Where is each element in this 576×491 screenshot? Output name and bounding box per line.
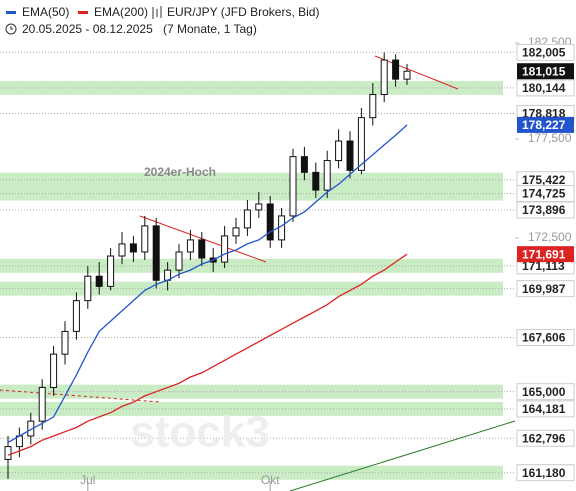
level-band xyxy=(0,80,503,95)
level-label-box xyxy=(516,43,575,61)
candle-body xyxy=(141,225,149,253)
x-tick-label: Jul xyxy=(80,473,95,487)
candle-body xyxy=(38,386,46,422)
candle-body xyxy=(152,225,160,281)
ema-line xyxy=(7,124,408,443)
level-label-box xyxy=(516,79,575,97)
candle-body xyxy=(266,203,274,241)
ema-line xyxy=(7,253,408,456)
candle-body xyxy=(198,239,206,259)
level-band xyxy=(0,172,503,187)
instrument: EUR/JPY (JFD Brokers, Bid) xyxy=(167,5,319,19)
y-tick-label: 172,500 xyxy=(528,230,572,244)
level-label-box xyxy=(516,429,575,447)
ema-label: 171,691 xyxy=(522,247,566,261)
candle-body xyxy=(72,300,80,332)
level-label: 173,896 xyxy=(522,203,566,217)
level-label-box xyxy=(516,201,575,219)
level-band xyxy=(0,186,503,201)
watermark: stock3 xyxy=(130,408,269,457)
level-label: 165,000 xyxy=(522,385,566,399)
ema-label: 178,227 xyxy=(522,118,566,132)
candle-body xyxy=(323,160,331,191)
trendline xyxy=(374,55,459,90)
candle-body xyxy=(335,140,343,162)
candle-body xyxy=(312,171,320,191)
level-label-box xyxy=(516,328,575,346)
level-label: 167,606 xyxy=(522,331,566,345)
candle-body xyxy=(84,275,92,302)
candle-body xyxy=(403,70,411,80)
price-label-box xyxy=(517,63,574,80)
candle-body xyxy=(243,209,251,229)
candle-body xyxy=(129,243,137,253)
ema-label-box xyxy=(517,116,574,133)
level-label: 175,422 xyxy=(522,173,566,187)
level-label-box xyxy=(516,383,575,401)
trendline xyxy=(139,215,267,263)
clock-icon xyxy=(10,26,13,30)
candle-body xyxy=(107,255,115,287)
level-label-box xyxy=(516,464,575,482)
level-band xyxy=(0,258,503,273)
candle-body xyxy=(357,117,365,171)
level-label: 174,725 xyxy=(522,187,566,201)
candle-body xyxy=(118,243,126,257)
x-tick-label: Okt xyxy=(261,473,280,487)
legend-swatch xyxy=(6,11,16,14)
level-band xyxy=(0,281,503,296)
level-label: 169,987 xyxy=(522,282,566,296)
candle-icon xyxy=(152,6,162,19)
candle-body xyxy=(175,251,183,271)
period: (7 Monate, 1 Tag) xyxy=(163,22,257,36)
candle-body xyxy=(346,140,354,171)
candle-body xyxy=(221,235,229,263)
price-label: 181,015 xyxy=(522,64,566,78)
candle-body xyxy=(392,59,400,80)
candle-body xyxy=(4,446,12,460)
candle-body xyxy=(186,239,194,253)
level-label-box xyxy=(516,400,575,418)
candle-body xyxy=(369,94,377,119)
level-band xyxy=(0,465,503,480)
clock-icon xyxy=(5,23,17,35)
level-label: 180,144 xyxy=(522,81,566,95)
candle-body xyxy=(380,59,388,96)
level-label: 162,796 xyxy=(522,431,566,445)
date-range: 20.05.2025 - 08.12.2025 xyxy=(22,22,153,36)
level-band xyxy=(0,384,503,399)
ema-label-box xyxy=(517,246,574,263)
level-label: 171,113 xyxy=(522,259,565,273)
legend: EMA(50) EMA(200) EUR/JPY (JFD Brokers, B… xyxy=(5,5,319,36)
candle-body xyxy=(300,156,308,173)
candle-body xyxy=(232,227,240,237)
level-label-box xyxy=(516,280,575,298)
legend-label: EMA(50) xyxy=(22,5,69,19)
candle-body xyxy=(50,353,58,388)
level-label: 164,181 xyxy=(522,402,566,416)
y-tick-label: 177,500 xyxy=(528,131,572,145)
legend-swatch xyxy=(78,11,88,14)
candle-body xyxy=(255,203,263,211)
candle-body xyxy=(61,330,69,355)
legend-label: EMA(200) xyxy=(94,5,148,19)
candle-body xyxy=(289,156,297,217)
level-label: 182,005 xyxy=(522,46,566,60)
trendline xyxy=(289,420,516,491)
candle-body xyxy=(278,215,286,241)
trendline xyxy=(0,389,161,403)
candle-body xyxy=(95,275,103,287)
level-label: 161,180 xyxy=(522,466,566,480)
annotation: 2024er-Hoch xyxy=(144,165,216,179)
